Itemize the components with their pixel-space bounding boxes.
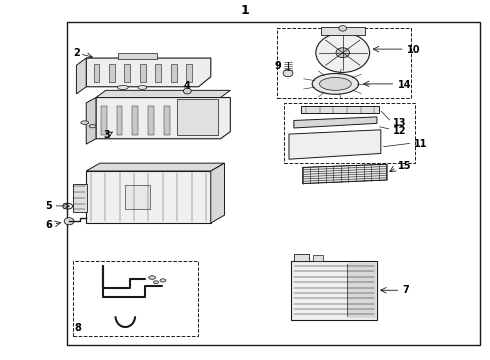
Text: 11: 11 xyxy=(414,139,427,149)
Text: 10: 10 xyxy=(407,45,421,55)
Bar xyxy=(67,22,480,345)
Polygon shape xyxy=(76,58,86,94)
Bar xyxy=(86,171,211,223)
Text: 3: 3 xyxy=(104,130,111,140)
Bar xyxy=(171,64,177,82)
Circle shape xyxy=(283,69,293,77)
Bar xyxy=(109,64,115,82)
Text: 15: 15 xyxy=(398,161,412,171)
Polygon shape xyxy=(303,164,387,184)
Text: 14: 14 xyxy=(397,80,411,90)
Bar xyxy=(211,107,217,135)
Bar xyxy=(292,261,377,320)
Ellipse shape xyxy=(138,86,147,89)
Circle shape xyxy=(64,218,74,225)
Bar xyxy=(186,64,192,82)
Ellipse shape xyxy=(319,77,351,90)
Polygon shape xyxy=(301,106,379,113)
Text: 5: 5 xyxy=(45,201,52,211)
Text: 1: 1 xyxy=(241,4,249,17)
Polygon shape xyxy=(96,90,230,98)
Bar xyxy=(117,107,122,135)
Bar xyxy=(164,107,170,135)
Polygon shape xyxy=(289,130,381,159)
Polygon shape xyxy=(211,163,224,223)
Polygon shape xyxy=(294,117,377,128)
Bar xyxy=(348,262,376,318)
Text: 13: 13 xyxy=(392,118,406,128)
Bar xyxy=(140,64,146,82)
Bar xyxy=(101,107,107,135)
Text: 2: 2 xyxy=(73,48,80,58)
Bar xyxy=(277,28,411,98)
Ellipse shape xyxy=(312,73,359,94)
Text: 4: 4 xyxy=(184,81,191,91)
Polygon shape xyxy=(96,98,230,139)
Bar xyxy=(125,185,150,209)
Bar xyxy=(148,107,154,135)
Bar xyxy=(73,184,87,212)
Bar xyxy=(195,107,201,135)
Bar xyxy=(179,107,185,135)
Text: 7: 7 xyxy=(402,285,409,295)
Bar xyxy=(284,103,415,163)
Text: 9: 9 xyxy=(275,61,282,71)
Text: 8: 8 xyxy=(74,323,81,333)
Circle shape xyxy=(336,48,349,58)
Bar xyxy=(132,107,138,135)
Ellipse shape xyxy=(118,85,128,90)
Bar xyxy=(314,255,323,261)
Bar xyxy=(294,253,309,261)
Circle shape xyxy=(339,26,346,31)
Bar xyxy=(94,64,99,82)
Bar xyxy=(155,64,161,82)
Bar xyxy=(73,261,197,336)
Ellipse shape xyxy=(160,279,166,282)
Circle shape xyxy=(316,33,369,72)
Polygon shape xyxy=(86,98,96,144)
Ellipse shape xyxy=(149,276,156,279)
Bar xyxy=(118,53,157,59)
Text: 12: 12 xyxy=(392,126,406,135)
Bar xyxy=(176,99,218,135)
Ellipse shape xyxy=(81,121,89,125)
Polygon shape xyxy=(86,58,211,87)
Bar xyxy=(321,27,365,35)
Ellipse shape xyxy=(89,125,96,128)
Polygon shape xyxy=(86,163,224,171)
Circle shape xyxy=(183,88,191,94)
Ellipse shape xyxy=(154,281,159,284)
Text: 6: 6 xyxy=(45,220,52,230)
Bar xyxy=(124,64,130,82)
